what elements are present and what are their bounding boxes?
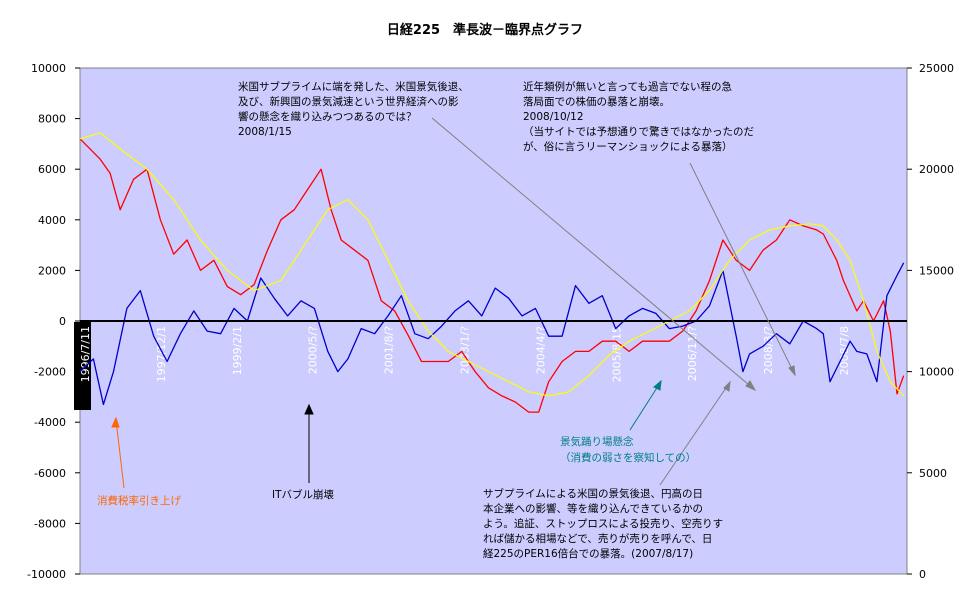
annotation-subprime-2007-line: 経225のPER16倍台での暴落。(2007/8/17) xyxy=(483,547,693,560)
annotation-odoriba-line: 景気踊り場懸念 xyxy=(560,435,634,448)
chart-title: 日経225 準長波－臨界点グラフ xyxy=(387,22,583,38)
x-tick-group: 2004/4/? xyxy=(534,326,547,374)
x-tick-label: 2003/1/? xyxy=(459,326,472,374)
oscillator-line xyxy=(79,262,905,406)
annotation-lehman-2008-line: が、俗に言うリーマンショックによる暴落） xyxy=(523,140,732,153)
annotation-lehman-2008-line: （当サイトでは予想通りで驚きではなかったのだ xyxy=(523,125,754,138)
left-tick-label: -6000 xyxy=(34,467,66,480)
trend-curve xyxy=(79,132,905,397)
arrow-it-bubble xyxy=(304,403,314,483)
annotation-subprime-2007-line: よう。追証、ストップロスによる投売り、空売りす xyxy=(483,517,723,530)
annotation-lehman-2008-line: 2008/10/12 xyxy=(523,111,584,123)
left-axis: 10000 8000 6000 4000 2000 0 -2000 -4000 -6000 -80… xyxy=(27,62,80,581)
x-tick-first-bg xyxy=(74,322,91,410)
x-tick-label: 2000/5/? xyxy=(307,326,320,374)
right-tick-label: 20000 xyxy=(919,163,954,176)
arrow-consumption-tax xyxy=(111,416,125,489)
annotation-subprime-2008-line: 響の懸念を織り込みつつあるのでは？ xyxy=(238,110,417,123)
x-tick-label: 2004/4/? xyxy=(534,326,547,374)
arrowhead-2007 xyxy=(723,380,731,392)
x-tick-group: 2000/5/? xyxy=(307,326,320,374)
left-tick-label: 10000 xyxy=(31,62,66,75)
nikkei225-price-line xyxy=(79,138,905,413)
x-tick-group: 1996/7/11 xyxy=(74,322,92,410)
left-tick-label: -2000 xyxy=(34,366,66,379)
x-tick-label: 2008/3/? xyxy=(762,326,775,374)
x-tick-label: 2001/8/? xyxy=(383,326,396,374)
arrow-lehman xyxy=(689,162,796,376)
right-axis: 25000 20000 15000 10000 5000 0 xyxy=(907,62,954,581)
left-tick-label: -10000 xyxy=(27,568,66,581)
annotation-subprime-2008-line: 2008/1/15 xyxy=(238,126,292,138)
x-tick-group: 2003/1/? xyxy=(459,326,472,374)
left-tick-label: -8000 xyxy=(34,517,66,530)
x-tick-group: 2008/7/8 xyxy=(838,326,851,375)
annotation-subprime-2008-line: 米国サブプライムに端を発した、米国景気後退、 xyxy=(238,80,469,93)
left-tick-label: -4000 xyxy=(34,416,66,429)
arrow-odoriba xyxy=(629,379,662,431)
left-tick-label: 2000 xyxy=(38,264,66,277)
right-tick-label: 25000 xyxy=(919,62,954,75)
arrowhead-subprime-2008 xyxy=(745,380,757,392)
x-tick-group: 2001/8/? xyxy=(383,326,396,374)
annotation-lehman-2008-line: 落局面での株価の暴落と崩壊。 xyxy=(523,95,670,108)
series-layer xyxy=(79,132,905,413)
left-tick-label: 4000 xyxy=(38,214,66,227)
right-tick-label: 10000 xyxy=(919,366,954,379)
arrow-2007 xyxy=(659,381,731,486)
annotation-it-bubble-line: ITバブル崩壊 xyxy=(272,488,335,501)
annotations: 米国サブプライムに端を発した、米国景気後退、及び、新興国の景気減速という世界経済… xyxy=(97,80,754,560)
annotation-subprime-2007-line: サブプライムによる米国の景気後退、円高の日 xyxy=(483,487,703,500)
right-tick-label: 5000 xyxy=(919,467,947,480)
left-tick-label: 6000 xyxy=(38,163,66,176)
annotation-odoriba-line: （消費の弱さを察知しての） xyxy=(560,451,696,464)
arrow-subprime-2008 xyxy=(431,117,756,391)
x-tick-label: 1999/2/1 xyxy=(231,326,244,375)
annotation-lehman-2008-line: 近年類例が無いと言っても過言でない程の急 xyxy=(523,80,732,93)
x-tick-label: 1997/12/1 xyxy=(155,326,168,382)
left-tick-label: 8000 xyxy=(38,113,66,126)
left-tick-label: 0 xyxy=(59,315,66,328)
right-tick-label: 15000 xyxy=(919,264,954,277)
right-tick-label: 0 xyxy=(919,568,926,581)
annotation-subprime-2008-line: 及び、新興国の景気減速という世界経済への影 xyxy=(238,95,459,108)
x-tick-label: 2005/8/15 xyxy=(610,326,623,382)
x-tick-group: 1999/2/1 xyxy=(231,326,244,375)
x-tick-label: 2008/7/8 xyxy=(838,326,851,375)
x-tick-group: 1997/12/1 xyxy=(155,326,168,382)
annotation-subprime-2007-line: 本企業への影響、等を織り込んできているかの xyxy=(483,502,703,515)
x-tick-group: 2005/8/15 xyxy=(610,326,623,382)
x-tick-group: 2008/3/? xyxy=(762,326,775,374)
annotation-arrows xyxy=(431,117,796,486)
arrowhead-lehman xyxy=(788,365,796,377)
x-tick-label: 1996/7/11 xyxy=(79,326,92,382)
annotation-consumption-tax-line: 消費税率引き上げ xyxy=(97,494,181,507)
annotation-subprime-2007-line: れば儲かる相場などで、売りが売りを呼んで、日 xyxy=(483,532,712,545)
